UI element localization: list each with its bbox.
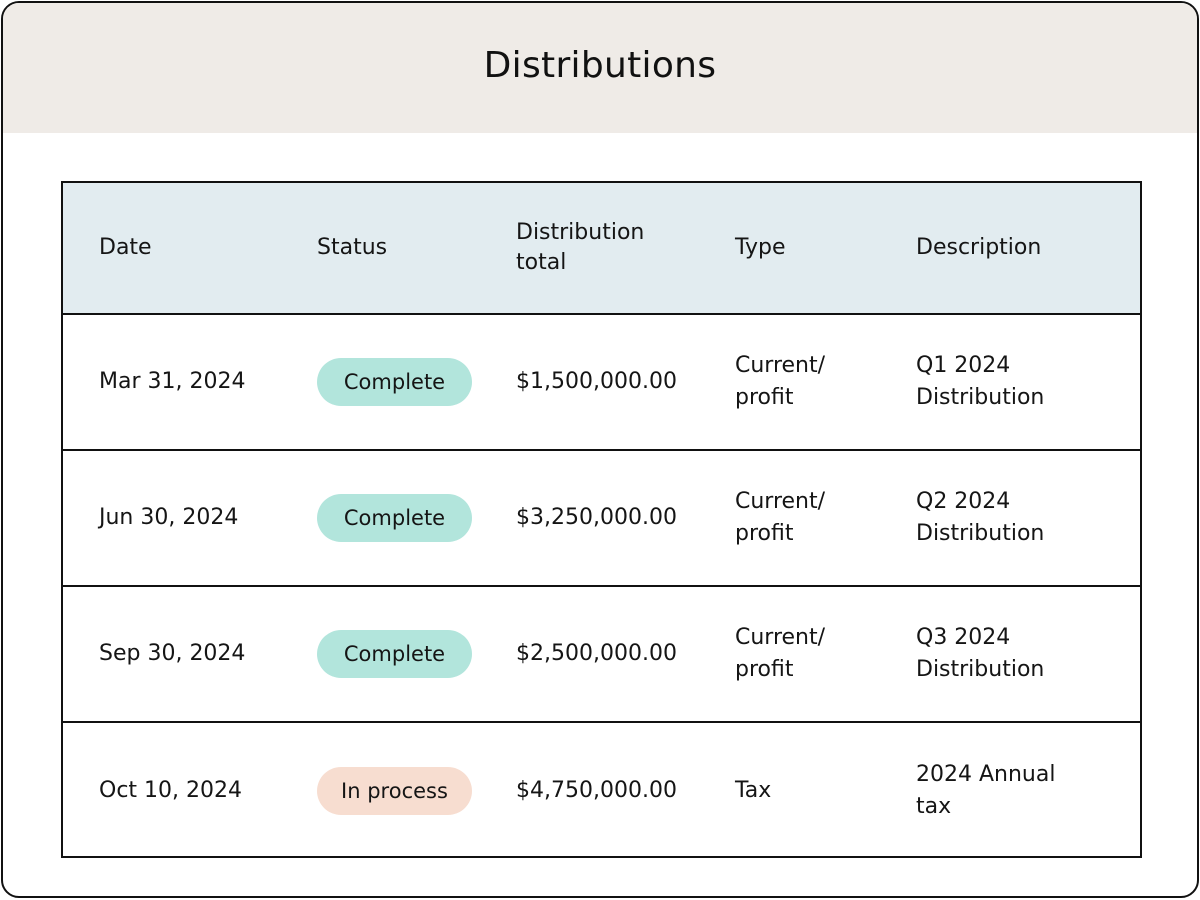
- cell-type: Current/ profit: [735, 489, 826, 546]
- cell-distribution-total: $4,750,000.00: [516, 778, 677, 803]
- cell-distribution-total: $1,500,000.00: [516, 369, 677, 394]
- table-row: Oct 10, 2024 In process $4,750,000.00 Ta…: [63, 723, 1140, 859]
- table-row: Sep 30, 2024 Complete $2,500,000.00 Curr…: [63, 587, 1140, 723]
- cell-date: Sep 30, 2024: [99, 641, 246, 666]
- cell-status: Complete: [317, 315, 507, 449]
- status-badge: In process: [317, 767, 472, 815]
- table-row: Mar 31, 2024 Complete $1,500,000.00 Curr…: [63, 315, 1140, 451]
- cell-status: Complete: [317, 451, 507, 585]
- distributions-table: Date Status Distribution total Type Desc…: [61, 181, 1142, 858]
- column-header-distribution-total: Distribution total: [516, 220, 645, 275]
- cell-date: Oct 10, 2024: [99, 778, 242, 803]
- cell-status: In process: [317, 723, 507, 859]
- table-header-row: Date Status Distribution total Type Desc…: [63, 183, 1140, 315]
- cell-distribution-total: $3,250,000.00: [516, 505, 677, 530]
- cell-status: Complete: [317, 587, 507, 721]
- table-row: Jun 30, 2024 Complete $3,250,000.00 Curr…: [63, 451, 1140, 587]
- cell-date: Mar 31, 2024: [99, 369, 246, 394]
- cell-distribution-total: $2,500,000.00: [516, 641, 677, 666]
- column-header-description: Description: [916, 235, 1042, 260]
- cell-type: Tax: [735, 778, 772, 803]
- cell-type: Current/ profit: [735, 353, 826, 410]
- cell-type: Current/ profit: [735, 625, 826, 682]
- column-header-date: Date: [99, 235, 152, 260]
- cell-description: Q3 2024 Distribution: [916, 625, 1045, 682]
- cell-date: Jun 30, 2024: [99, 505, 239, 530]
- status-badge: Complete: [317, 630, 472, 678]
- cell-description: 2024 Annual tax: [916, 762, 1056, 819]
- status-badge: Complete: [317, 358, 472, 406]
- panel-header: Distributions: [3, 3, 1197, 133]
- cell-description: Q2 2024 Distribution: [916, 489, 1045, 546]
- status-badge: Complete: [317, 494, 472, 542]
- cell-description: Q1 2024 Distribution: [916, 353, 1045, 410]
- column-header-status: Status: [317, 235, 388, 260]
- page-title: Distributions: [483, 44, 717, 86]
- column-header-type: Type: [735, 235, 786, 260]
